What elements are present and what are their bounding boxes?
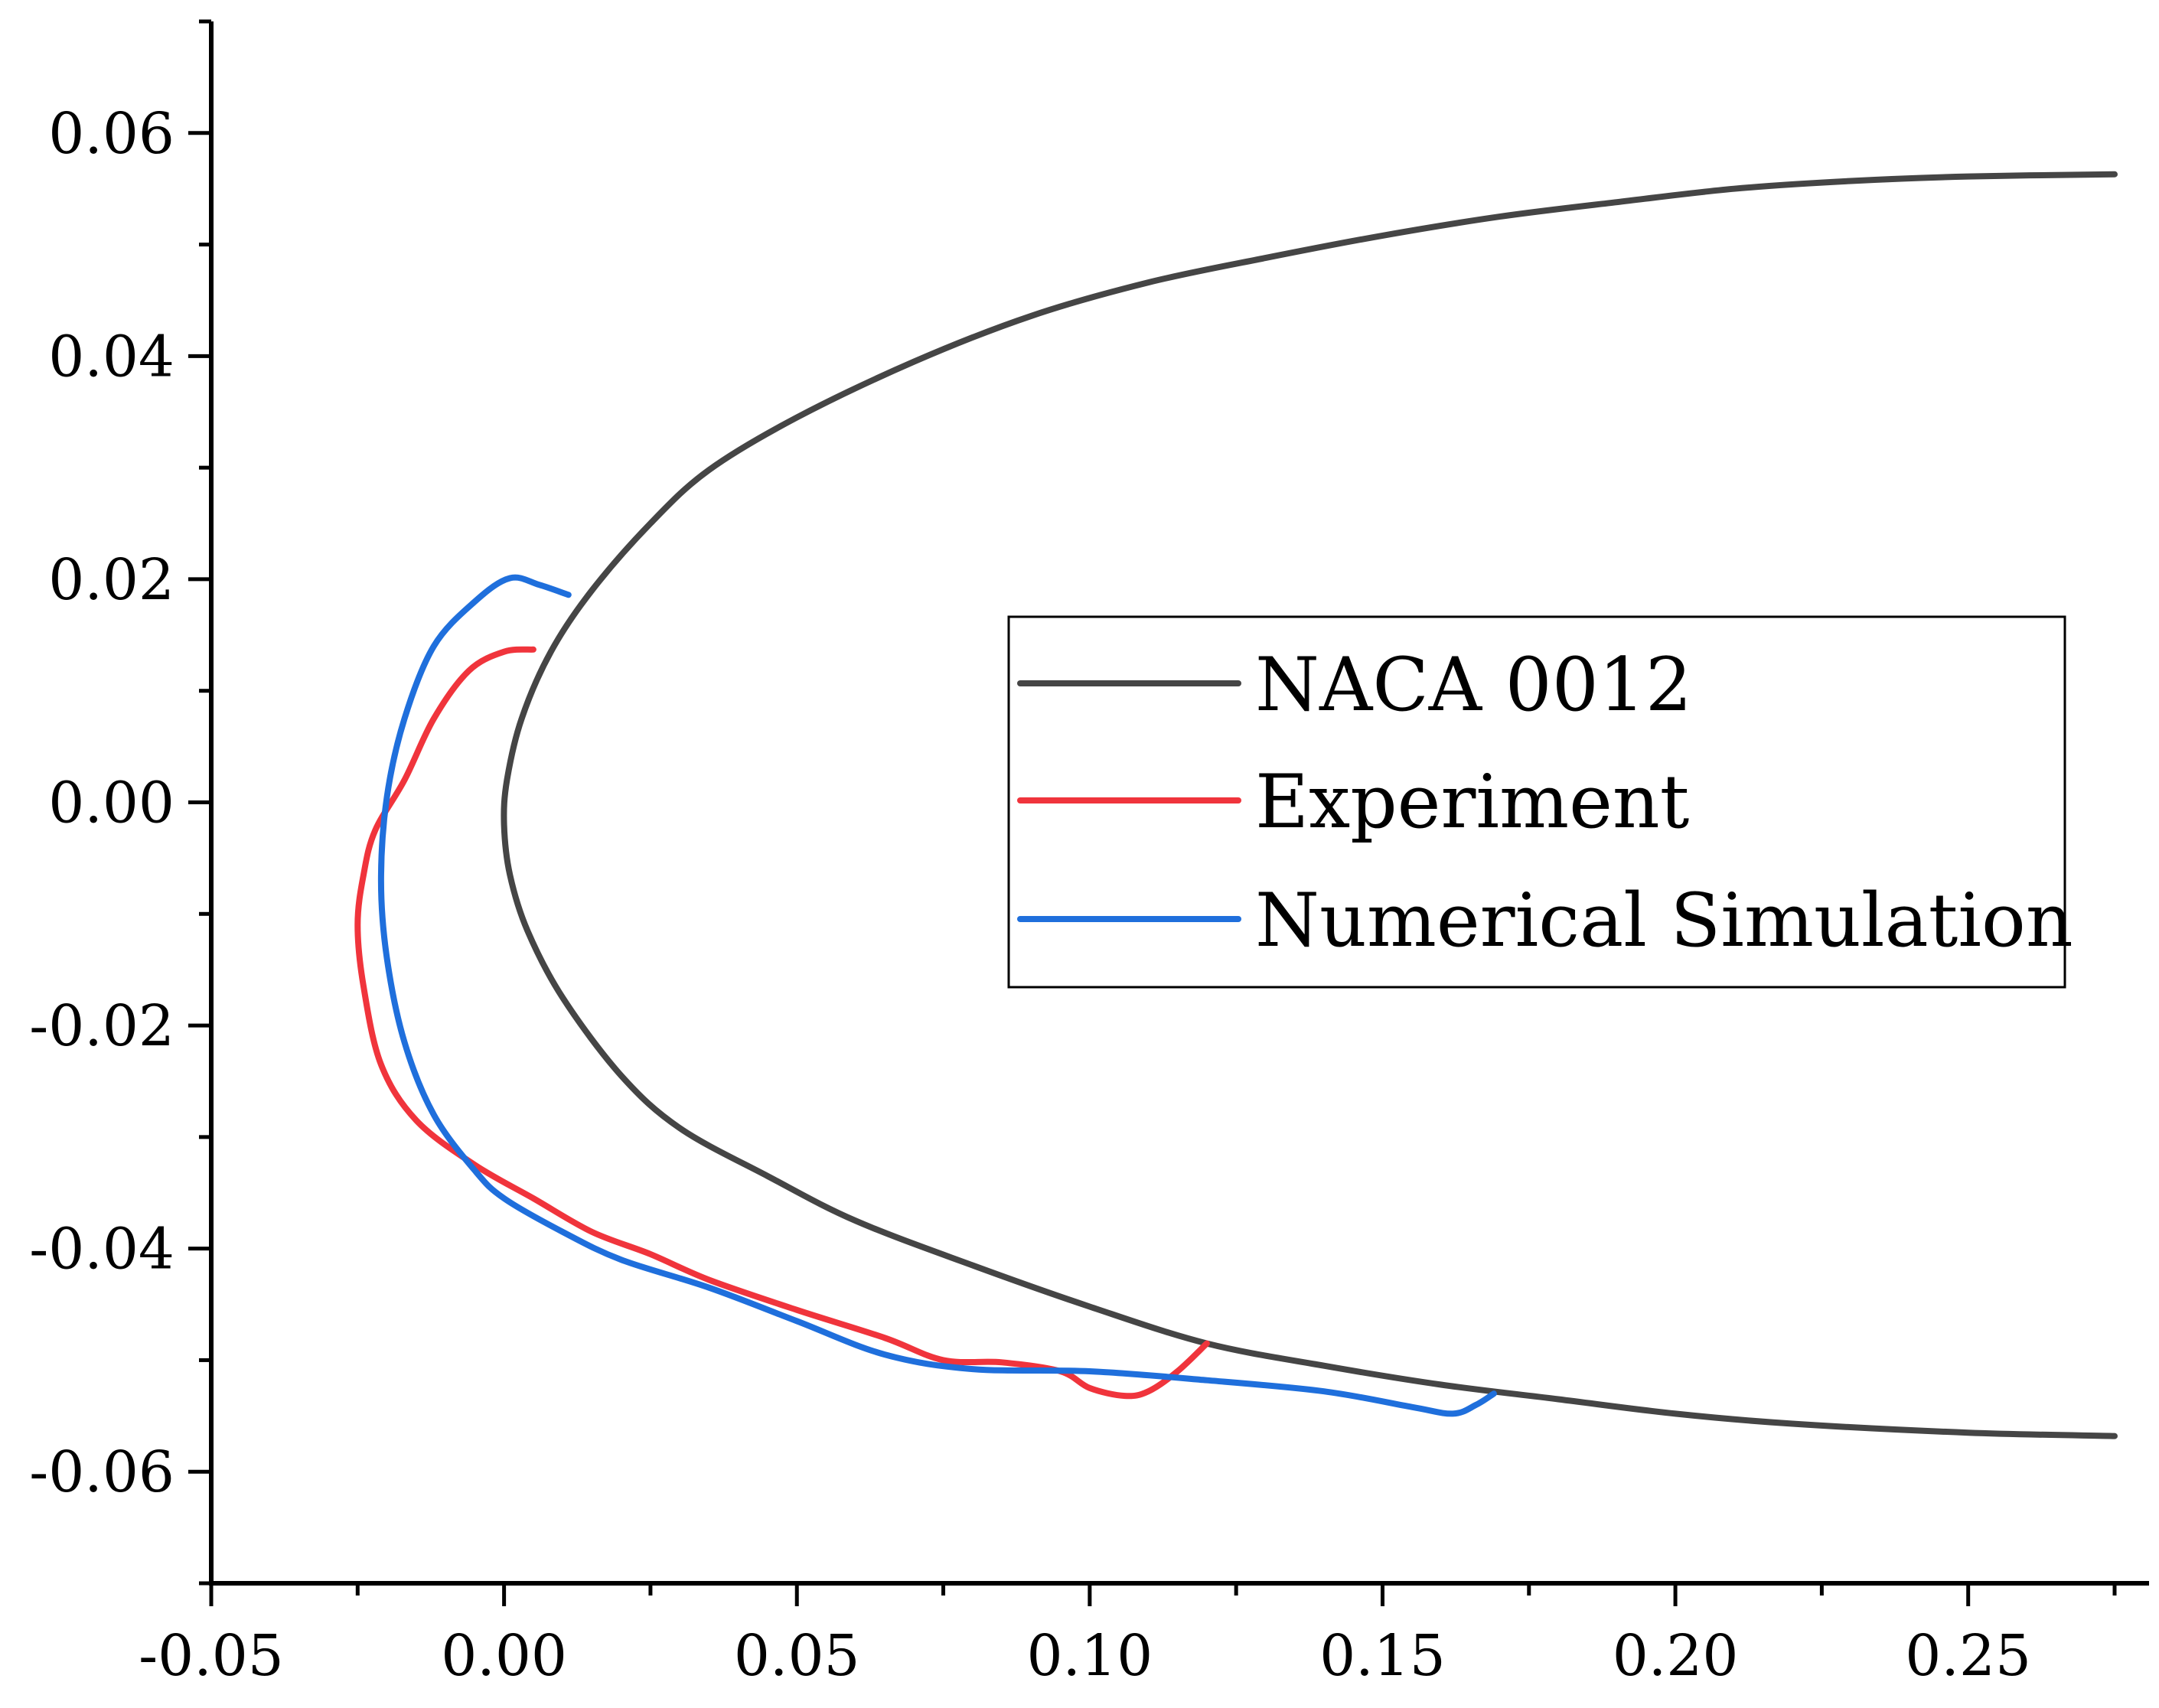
x-tick-label: 0.00 bbox=[441, 1623, 567, 1689]
x-tick-label: 0.10 bbox=[1026, 1623, 1153, 1689]
series-line-numerical-simulation bbox=[377, 574, 1497, 1417]
y-tick-label: 0.04 bbox=[48, 324, 174, 390]
series-layer bbox=[354, 171, 2118, 1439]
y-tick-label: 0.06 bbox=[48, 101, 174, 167]
x-tick-label: 0.20 bbox=[1613, 1623, 1739, 1689]
series-line-naca-0012 bbox=[501, 171, 2118, 1439]
y-tick-label: -0.02 bbox=[29, 993, 174, 1059]
legend-label-naca-0012: NACA 0012 bbox=[1255, 642, 1692, 728]
x-tick-label: 0.15 bbox=[1319, 1623, 1446, 1689]
y-tick-label: -0.04 bbox=[29, 1217, 174, 1283]
legend-label-experiment: Experiment bbox=[1255, 759, 1689, 845]
legend-label-numerical-simulation: Numerical Simulation bbox=[1255, 878, 2073, 963]
y-tick-label: 0.02 bbox=[48, 547, 174, 613]
legend: NACA 0012 Experiment Numerical Simulatio… bbox=[1007, 615, 2073, 989]
y-tick-label: -0.06 bbox=[29, 1439, 174, 1505]
x-tick-label: 0.05 bbox=[734, 1623, 860, 1689]
x-tick-label: 0.25 bbox=[1905, 1623, 2031, 1689]
series-line-experiment bbox=[354, 646, 1210, 1400]
x-tick-label: -0.05 bbox=[139, 1623, 284, 1689]
y-tick-label: 0.00 bbox=[48, 771, 174, 836]
ticks-layer: -0.05 0.00 0.05 0.10 0.15 0.20 0.25 -0.06 -0.04 -… bbox=[29, 19, 2117, 1689]
